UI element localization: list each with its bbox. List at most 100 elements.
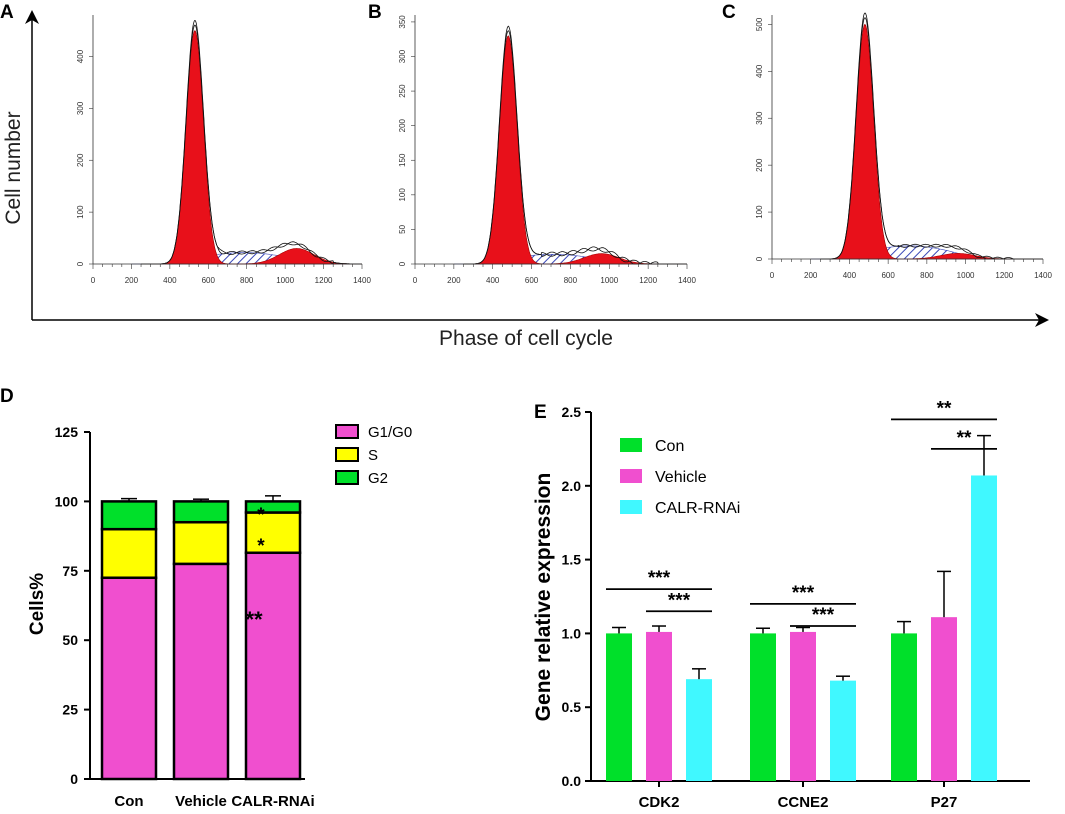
x-tick-label: 0 (91, 276, 96, 285)
stacked-bar-segment (100, 576, 158, 781)
y-tick-label: 200 (755, 158, 764, 172)
histogram-a-plot: 0 200 400 600 800 1000 1200 1400 0 100 200 300 400 (76, 15, 371, 285)
panel-label-d: D (0, 386, 14, 407)
significance-label: *** (792, 583, 815, 604)
legend-label: Vehicle (655, 469, 707, 486)
stacked-bar-segment (100, 500, 158, 531)
y-tick-label: 25 (62, 702, 78, 718)
bar (686, 679, 712, 781)
y-tick-label: 75 (62, 563, 78, 579)
bar (646, 631, 672, 781)
y-tick-label: 0.5 (562, 699, 582, 715)
stacked-bar-segment (172, 500, 230, 524)
x-tick-label: Vehicle (175, 793, 227, 810)
x-tick-label: 600 (525, 276, 539, 285)
stacked-bar-segment (172, 520, 230, 566)
y-tick-label: 0 (398, 261, 407, 266)
y-tick-label: 300 (755, 111, 764, 125)
g1-peak-area (829, 24, 927, 260)
y-tick-label: 0 (70, 771, 78, 787)
x-tick-label: 0 (770, 271, 775, 280)
y-tick-label: 200 (398, 118, 407, 132)
significance-label: ** (245, 607, 263, 632)
x-tick-label: 800 (240, 276, 254, 285)
x-tick-label: 1200 (995, 271, 1013, 280)
y-tick-label: 100 (76, 205, 85, 219)
stacked-bar-segment (244, 500, 302, 514)
legend-swatch (620, 438, 642, 452)
x-tick-label: 400 (163, 276, 177, 285)
global-y-label: Cell number (2, 111, 25, 224)
y-tick-label: 100 (755, 205, 764, 219)
stacked-bar-panel-d: D Cells% 0 25 50 75 100 125 Con Vehicle CALR-RNA… (0, 386, 412, 810)
significance-label: ** (937, 398, 952, 419)
y-tick-label: 0.0 (562, 773, 582, 789)
y-tick-label: 2.0 (562, 478, 582, 494)
y-tick-label: 100 (398, 188, 407, 202)
x-tick-label: 600 (202, 276, 216, 285)
bar (891, 633, 917, 781)
y-tick-label: 100 (55, 493, 79, 509)
x-tick-label: P27 (931, 794, 958, 811)
legend-label: CALR-RNAi (655, 500, 740, 517)
y-tick-label: 250 (398, 84, 407, 98)
panel-label-b: B (368, 2, 382, 23)
stacked-bar-segment (172, 562, 230, 781)
x-tick-label: 1000 (957, 271, 975, 280)
legend-swatch (620, 469, 642, 483)
x-tick-label: Con (114, 793, 143, 810)
x-tick-label: CALR-RNAi (231, 793, 314, 810)
y-tick-label: 400 (76, 49, 85, 63)
histogram-b-plot: 0 200 400 600 800 1000 1200 1400 0 50 100 150 200 250… (398, 15, 696, 285)
significance-label: *** (668, 590, 691, 611)
y-tick-label: 0 (755, 256, 764, 261)
significance-label: *** (812, 605, 835, 626)
global-x-label: Phase of cell cycle (439, 327, 613, 350)
y-axis-label-d: Cells% (27, 573, 48, 635)
histogram-panel-c: C 0 200 400 600 800 1000 1200 1400 0 100 200 300 400… (722, 2, 1052, 280)
legend-label: S (368, 447, 378, 464)
bar (931, 617, 957, 781)
x-tick-label: 1400 (678, 276, 696, 285)
y-tick-label: 400 (755, 64, 764, 78)
histogram-outline-line (820, 12, 1043, 260)
bar (606, 633, 632, 781)
y-tick-label: 2.5 (562, 404, 582, 420)
global-axes: Cell number Phase of cell cycle (2, 10, 1049, 350)
panel-label-a: A (0, 2, 14, 23)
bar (750, 633, 776, 781)
grouped-bar-panel-e: E Gene relative expression 0.0 0.5 1.0 1.5 2… (532, 398, 1030, 811)
legend-label: Con (655, 438, 684, 455)
y-tick-label: 50 (398, 224, 407, 233)
x-tick-label: 1200 (639, 276, 657, 285)
y-tick-label: 350 (398, 15, 407, 29)
significance-label: *** (648, 568, 671, 589)
y-tick-label: 0 (76, 261, 85, 266)
x-tick-label: CDK2 (639, 794, 680, 811)
stacked-bar-segment (100, 527, 158, 579)
g1-peak-area (150, 30, 247, 265)
stacked-bar-segment (244, 511, 302, 555)
x-tick-label: 200 (125, 276, 139, 285)
histogram-outline-line (141, 20, 362, 265)
bar (790, 631, 816, 781)
significance-label: * (257, 505, 265, 526)
legend-swatch (335, 424, 359, 439)
histogram-outline-line (141, 24, 362, 265)
y-tick-label: 300 (398, 49, 407, 63)
y-tick-label: 500 (755, 17, 764, 31)
x-tick-label: 0 (413, 276, 418, 285)
y-tick-label: 125 (55, 424, 79, 440)
x-tick-label: 200 (804, 271, 818, 280)
x-tick-label: 400 (486, 276, 500, 285)
y-tick-label: 300 (76, 101, 85, 115)
x-tick-label: 1000 (600, 276, 618, 285)
bar (971, 475, 997, 781)
g1-peak-area (472, 35, 571, 265)
histogram-panel-b: B 0 200 400 600 800 1000 1200 1400 0 50 100 150 200 2… (368, 2, 696, 285)
x-tick-label: 200 (447, 276, 461, 285)
legend-swatch (620, 500, 642, 514)
